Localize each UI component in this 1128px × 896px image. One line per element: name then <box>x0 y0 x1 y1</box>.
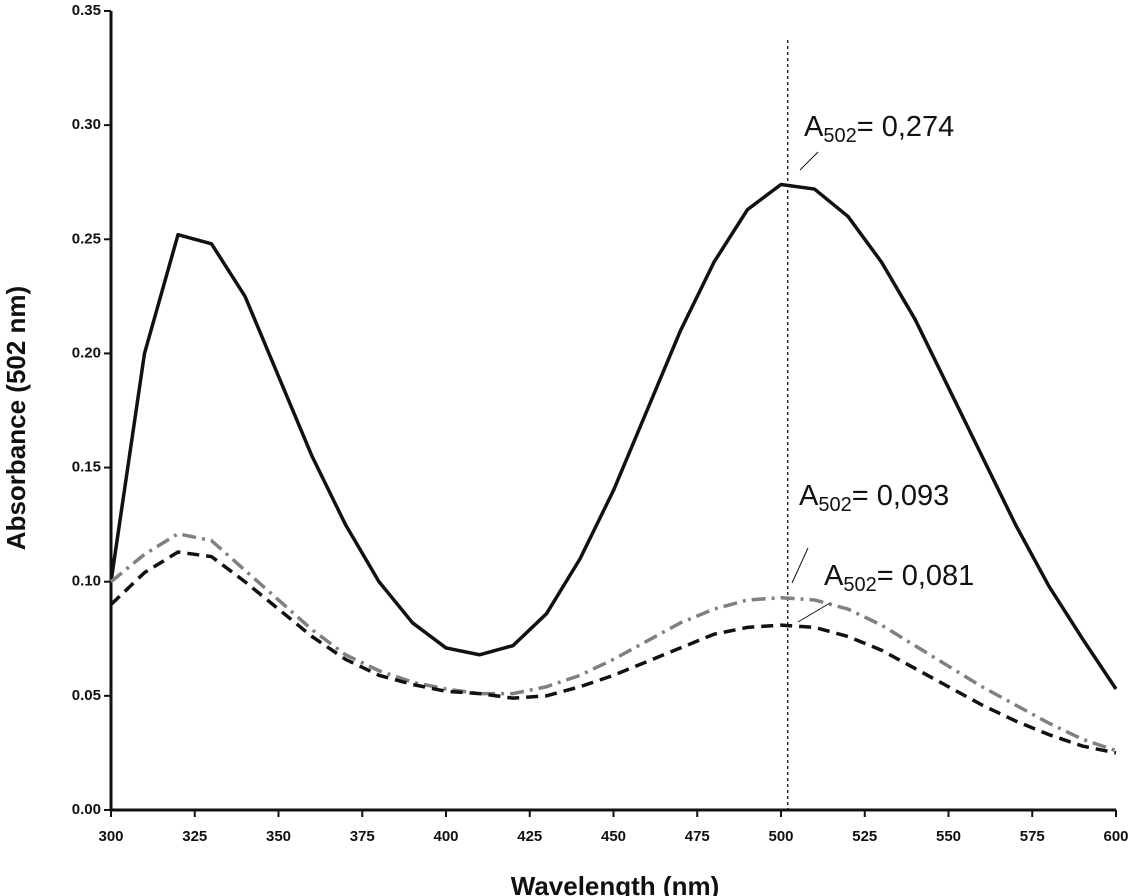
y-tick-label: 0.05 <box>72 687 101 704</box>
y-tick-label: 0.25 <box>72 230 101 247</box>
annotation-leader <box>791 547 809 584</box>
annotation: A502= 0,093 <box>799 480 949 517</box>
annotation-subscript: 502 <box>843 574 876 596</box>
data-line <box>109 532 1117 753</box>
x-tick-label: 400 <box>433 828 458 845</box>
x-axis-title: Wavelength (nm) <box>511 871 719 896</box>
annotation: A502= 0,081 <box>824 560 974 597</box>
x-tick-label: 300 <box>98 828 123 845</box>
y-tick-label: 0.35 <box>72 2 101 19</box>
x-tick-label: 475 <box>685 828 710 845</box>
y-axis-title: Absorbance (502 nm) <box>1 286 31 550</box>
data-line <box>109 550 1117 755</box>
annotation-leader <box>797 602 831 623</box>
x-tick-label: 425 <box>517 828 542 845</box>
x-tick-label: 525 <box>852 828 877 845</box>
annotation-value: = 0,081 <box>877 560 975 592</box>
x-tick-label: 575 <box>1020 828 1045 845</box>
y-tick-label: 0.20 <box>72 344 101 361</box>
x-tick-label: 600 <box>1103 828 1128 845</box>
y-tick-label: 0.00 <box>72 801 101 818</box>
x-tick-label: 375 <box>350 828 375 845</box>
annotation: A502= 0,274 <box>804 111 954 148</box>
annotation-symbol: A <box>804 111 824 143</box>
x-tick-label: 550 <box>936 828 961 845</box>
x-tick-label: 500 <box>768 828 793 845</box>
annotation-subscript: 502 <box>818 494 851 516</box>
x-tick-label: 450 <box>601 828 626 845</box>
annotation-symbol: A <box>824 560 844 592</box>
y-tick-label: 0.30 <box>72 116 101 133</box>
y-tick-label: 0.10 <box>72 573 101 590</box>
y-tick-label: 0.15 <box>72 459 101 476</box>
annotation-symbol: A <box>799 480 819 512</box>
annotation-value: = 0,274 <box>857 111 955 143</box>
annotation-subscript: 502 <box>823 125 856 147</box>
annotation-leader <box>799 151 819 171</box>
x-tick-label: 325 <box>182 828 207 845</box>
annotation-value: = 0,093 <box>852 480 950 512</box>
x-tick-label: 350 <box>266 828 291 845</box>
data-line <box>109 182 1118 690</box>
